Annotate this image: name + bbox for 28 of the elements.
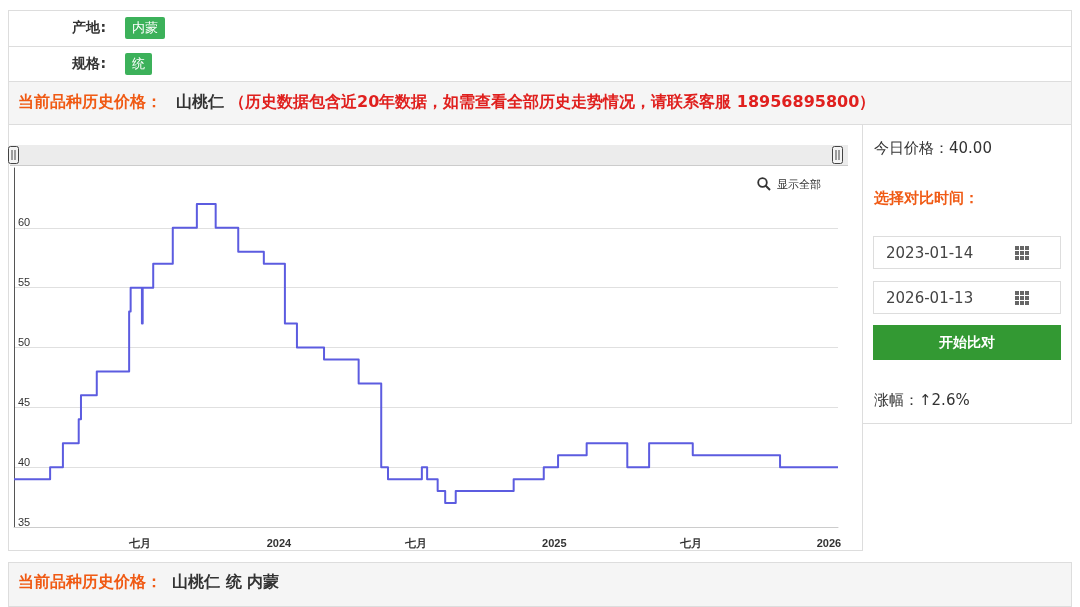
text: 今日价格：40.00 <box>874 139 992 158</box>
y-tick-label: 35 <box>18 515 31 528</box>
text: 山桃仁 统 内蒙 <box>172 572 280 593</box>
text: 内蒙 <box>125 17 165 39</box>
text: 选择对比时间： <box>874 189 979 208</box>
chart-subtitle: 山桃仁 <box>176 92 224 113</box>
x-tick-label: 七月 <box>403 536 427 549</box>
x-tick-label: 2025 <box>542 536 567 549</box>
text: 涨幅：↑2.6% <box>874 391 970 410</box>
text: 规格: <box>71 55 106 73</box>
text: 统 <box>125 53 152 75</box>
x-tick-label: 2024 <box>266 536 292 549</box>
text: 当前品种历史价格： <box>18 572 162 593</box>
text: 2023-01-14 <box>886 244 974 262</box>
text: 2026-01-13 <box>886 289 974 307</box>
y-tick-label: 50 <box>18 336 31 348</box>
text: 产地: <box>71 19 106 37</box>
x-tick-label: 七月 <box>678 536 702 549</box>
y-tick-label: 45 <box>18 395 31 408</box>
annotation: 显示全部 <box>777 177 821 192</box>
y-tick-label: 60 <box>18 216 31 229</box>
x-tick-label: 七月 <box>128 536 152 549</box>
text: 开始比对 <box>873 325 1061 360</box>
y-tick-label: 40 <box>18 455 31 468</box>
x-tick-label: 2026 <box>816 536 842 549</box>
chart-title: 当前品种历史价格： <box>18 92 162 113</box>
text: （历史数据包含近20年数据，如需查看全部历史走势情况，请联系客服 18956895800） <box>229 92 876 113</box>
y-tick-label: 55 <box>18 276 31 289</box>
